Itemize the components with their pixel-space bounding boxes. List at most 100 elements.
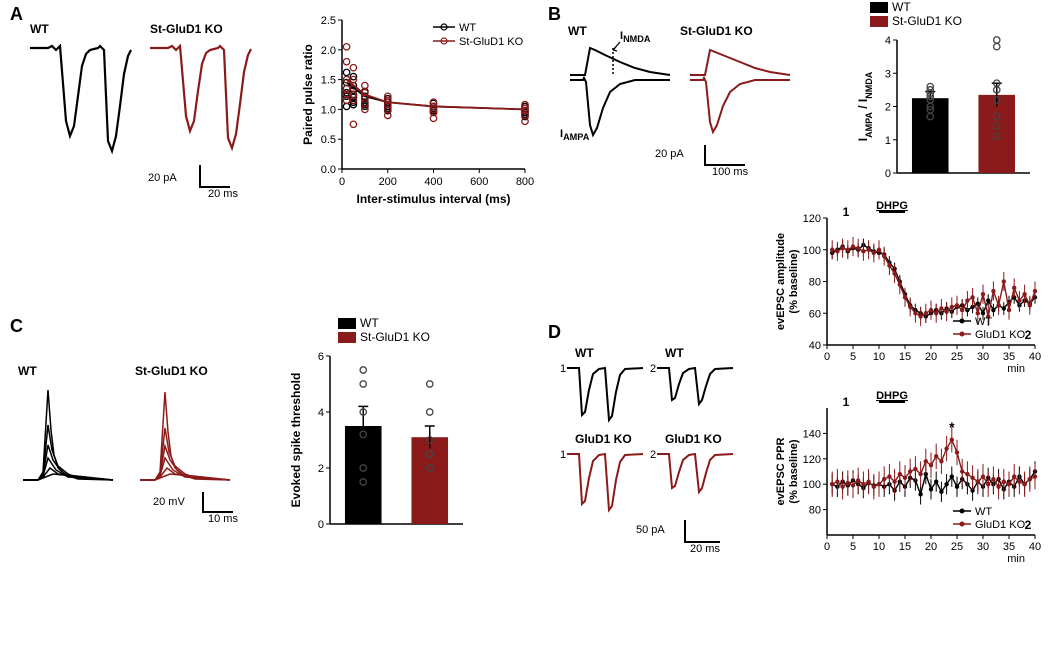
svg-text:60: 60 (809, 308, 821, 320)
c-ko-label: St-GluD1 KO (135, 364, 208, 378)
svg-text:2: 2 (318, 463, 324, 475)
svg-text:3: 3 (885, 68, 891, 80)
svg-text:100: 100 (803, 245, 821, 257)
svg-text:5: 5 (850, 351, 856, 363)
a-scalebar-x-label: 20 ms (208, 188, 238, 200)
b-trace-ko (685, 40, 795, 140)
d-trace-wt2 (655, 360, 735, 425)
svg-text:1: 1 (885, 135, 891, 147)
d-trace-ko1 (565, 446, 645, 516)
panel-letter-d: D (548, 322, 561, 343)
b-scalebar-x: 100 ms (712, 166, 748, 178)
d-trace-ko2 (655, 446, 735, 516)
svg-text:800: 800 (516, 176, 534, 188)
svg-text:St-GluD1 KO: St-GluD1 KO (459, 36, 524, 48)
svg-text:WT: WT (975, 316, 992, 328)
d-wt-l1: WT (575, 346, 594, 360)
svg-text:120: 120 (803, 213, 821, 225)
svg-text:4: 4 (318, 407, 324, 419)
a-ko-label: St-GluD1 KO (150, 22, 223, 36)
svg-text:Evoked spike threshold: Evoked spike threshold (289, 373, 303, 508)
b-ko-label: St-GluD1 KO (680, 24, 753, 38)
c-trace-ko (135, 380, 240, 495)
d-wt-l2: WT (665, 346, 684, 360)
svg-text:15: 15 (899, 541, 911, 553)
c-scalebar-x: 10 ms (208, 513, 238, 525)
svg-text:5: 5 (850, 541, 856, 553)
svg-text:WT: WT (459, 22, 476, 34)
svg-text:0.5: 0.5 (321, 134, 336, 146)
svg-text:25: 25 (951, 351, 963, 363)
svg-text:0: 0 (339, 176, 345, 188)
svg-text:80: 80 (809, 277, 821, 289)
a-scalebar-y-label: 20 pA (148, 172, 177, 184)
svg-text:35: 35 (1003, 351, 1015, 363)
svg-text:0: 0 (885, 168, 891, 180)
svg-text:35: 35 (1003, 541, 1015, 553)
c-scalebar-y: 20 mV (153, 496, 185, 508)
svg-text:40: 40 (1029, 541, 1041, 553)
svg-text:400: 400 (424, 176, 442, 188)
svg-text:80: 80 (809, 505, 821, 517)
svg-text:IAMPA / INMDA: IAMPA / INMDA (856, 71, 874, 141)
a-trace-ko (148, 36, 253, 151)
svg-text:2.5: 2.5 (321, 15, 336, 27)
b-chart: 0 1 2 3 4 IAMPA / INMDA (855, 34, 1035, 179)
svg-text:GluD1 KO: GluD1 KO (975, 519, 1026, 531)
svg-text:min: min (1007, 363, 1025, 375)
b-ampa-label: IAMPA (560, 128, 589, 142)
b-legend: WT St-GluD1 KO (870, 0, 962, 28)
svg-text:0.0: 0.0 (321, 164, 336, 176)
svg-text:140: 140 (803, 428, 821, 440)
svg-text:6: 6 (318, 351, 324, 363)
svg-text:1: 1 (843, 395, 850, 409)
svg-text:20: 20 (925, 351, 937, 363)
svg-text:25: 25 (951, 541, 963, 553)
d-top-chart: 4060801001200510152025303540minevEPSC am… (775, 200, 1040, 375)
c-trace-wt (18, 380, 123, 495)
d-ko-l1: GluD1 KO (575, 432, 632, 446)
d-ko-l2: GluD1 KO (665, 432, 722, 446)
svg-text:1.5: 1.5 (321, 75, 336, 87)
panel-letter-c: C (10, 316, 23, 337)
svg-text:200: 200 (379, 176, 397, 188)
svg-text:600: 600 (470, 176, 488, 188)
svg-text:10: 10 (873, 541, 885, 553)
svg-text:1: 1 (843, 205, 850, 219)
svg-text:WT: WT (975, 506, 992, 518)
svg-text:2.0: 2.0 (321, 45, 336, 57)
svg-text:1.0: 1.0 (321, 104, 336, 116)
svg-text:Inter-stimulus interval (ms): Inter-stimulus interval (ms) (356, 192, 510, 206)
svg-text:evEPSC amplitude: evEPSC amplitude (775, 233, 787, 330)
svg-text:100: 100 (803, 479, 821, 491)
svg-text:GluD1 KO: GluD1 KO (975, 329, 1026, 341)
svg-text:2: 2 (885, 102, 891, 114)
svg-text:*: * (949, 419, 955, 435)
a-trace-wt (28, 36, 133, 151)
d-scalebar-y: 50 pA (636, 524, 665, 536)
svg-text:(% baseline): (% baseline) (788, 249, 800, 314)
panel-letter-a: A (10, 4, 23, 25)
svg-text:4: 4 (885, 35, 891, 47)
svg-text:2: 2 (1025, 328, 1032, 342)
svg-text:120: 120 (803, 454, 821, 466)
svg-text:DHPG: DHPG (876, 390, 908, 402)
b-trace-wt (565, 40, 675, 140)
svg-text:40: 40 (1029, 351, 1041, 363)
svg-text:15: 15 (899, 351, 911, 363)
d-scalebar-x: 20 ms (690, 543, 720, 555)
d-trace-wt1 (565, 360, 645, 425)
a-chart: 0.00.51.01.52.02.50200400600800Inter-sti… (300, 10, 530, 205)
svg-text:2: 2 (1025, 518, 1032, 532)
a-wt-label: WT (30, 22, 49, 36)
c-chart: 0 2 4 6 Evoked spike threshold (288, 350, 468, 530)
svg-text:evEPSC PPR: evEPSC PPR (775, 438, 787, 506)
svg-text:min: min (1007, 553, 1025, 565)
svg-text:0: 0 (318, 519, 324, 531)
svg-text:30: 30 (977, 351, 989, 363)
svg-text:DHPG: DHPG (876, 200, 908, 212)
b-nmda-label: INMDA (620, 30, 651, 44)
svg-text:(% baseline): (% baseline) (788, 439, 800, 504)
b-wt-label: WT (568, 24, 587, 38)
svg-text:Paired pulse ratio: Paired pulse ratio (301, 44, 315, 145)
